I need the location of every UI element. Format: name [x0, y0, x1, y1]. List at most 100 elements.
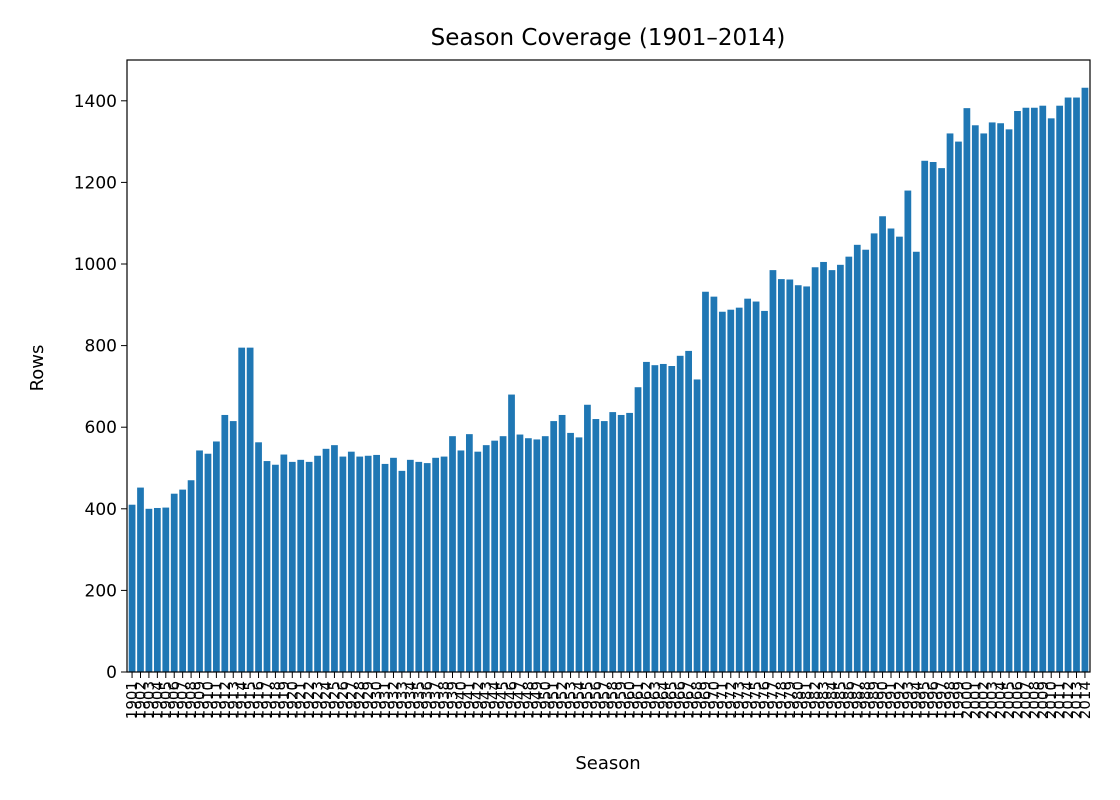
bar-1952 [558, 414, 566, 672]
x-tick-label: 1999 [949, 681, 967, 719]
bar-1907 [179, 489, 187, 672]
x-tick-label: 1946 [503, 681, 521, 719]
bar-2013 [1073, 97, 1080, 673]
x-tick-label: 1911 [207, 681, 225, 719]
x-axis-label: Season [575, 753, 640, 774]
x-tick-label: 1919 [275, 681, 293, 719]
x-tick-label: 1963 [646, 681, 664, 719]
x-tick-label: 1971 [713, 681, 731, 719]
bar-1915 [246, 347, 254, 672]
bar-1997 [938, 168, 945, 672]
x-tick-label: 1958 [604, 681, 622, 719]
x-tick-label: 1992 [890, 681, 908, 719]
bar-1989 [870, 233, 878, 672]
bar-1904 [153, 507, 161, 672]
bar-1962 [643, 361, 650, 672]
bar-1937 [432, 457, 440, 672]
bar-1992 [896, 236, 903, 672]
bar-1938 [440, 456, 448, 672]
x-tick-label: 1975 [747, 681, 765, 719]
x-tick-label: 2006 [1008, 681, 1026, 719]
y-tick-label: 1200 [74, 173, 117, 193]
bar-1919 [280, 454, 288, 672]
bar-1957 [600, 421, 608, 672]
bar-1978 [777, 279, 785, 672]
bar-1906 [170, 493, 178, 672]
bar-1933 [398, 470, 406, 672]
bar-1943 [482, 445, 490, 672]
x-tick-label: 1941 [460, 681, 478, 719]
bar-1920 [288, 461, 296, 672]
bar-1932 [390, 457, 397, 672]
bar-1984 [828, 270, 836, 672]
x-tick-label: 2012 [1059, 681, 1077, 719]
x-tick-label: 1954 [570, 681, 588, 719]
plot-frame [126, 59, 1091, 673]
x-tick-label: 2008 [1025, 681, 1043, 719]
bar-1983 [820, 261, 827, 672]
bar-1942 [474, 451, 482, 672]
x-tick-label: 1902 [131, 681, 149, 719]
x-tick-label: 1957 [595, 681, 613, 719]
x-tick-label: 2003 [983, 681, 1001, 719]
bar-1935 [415, 461, 423, 672]
x-tick-label: 1928 [351, 681, 369, 719]
bar-1970 [710, 296, 718, 672]
x-tick-label: 1990 [874, 681, 892, 719]
bar-2008 [1030, 107, 1038, 673]
bar-1947 [516, 434, 524, 672]
x-tick-label: 1936 [418, 681, 436, 719]
bar-1987 [853, 244, 861, 672]
bar-1917 [263, 461, 271, 672]
x-tick-label: 1972 [722, 681, 740, 719]
bar-2004 [997, 123, 1004, 673]
bar-1986 [845, 256, 853, 672]
bars-group [128, 87, 1089, 673]
x-tick-label: 1917 [258, 681, 276, 719]
bar-1940 [457, 450, 465, 672]
bar-1923 [314, 455, 321, 672]
bar-1927 [347, 451, 355, 672]
bar-1922 [305, 461, 313, 672]
bar-1961 [634, 387, 642, 672]
x-tick-label: 1926 [334, 681, 352, 719]
bar-1926 [339, 456, 347, 672]
bar-2001 [971, 125, 979, 672]
bar-1901 [128, 504, 136, 672]
x-tick-label: 1986 [840, 681, 858, 719]
bar-1999 [955, 141, 962, 673]
bar-1993 [904, 190, 912, 672]
bar-1930 [373, 454, 380, 672]
x-tick-label: 1955 [578, 681, 596, 719]
bar-1911 [213, 441, 220, 672]
x-tick-label: 2014 [1076, 681, 1094, 719]
bar-1912 [221, 414, 229, 672]
bar-1909 [196, 450, 203, 672]
bar-1902 [137, 487, 144, 672]
x-tick-label: 1989 [865, 681, 883, 719]
x-tick-label: 1949 [528, 681, 546, 719]
bar-1973 [735, 307, 743, 672]
bar-1960 [626, 412, 633, 672]
bar-1996 [929, 162, 937, 672]
bar-1990 [879, 216, 886, 672]
bar-1914 [238, 347, 246, 672]
x-tick-label: 1983 [815, 681, 833, 719]
bar-1916 [255, 442, 262, 672]
x-tick-label: 1973 [730, 681, 748, 719]
x-tick-label: 1974 [739, 681, 757, 719]
x-tick-label: 1925 [325, 681, 343, 719]
x-tick-label: 1909 [191, 681, 209, 719]
x-tick-label: 2009 [1034, 681, 1052, 719]
x-tick-label: 1944 [486, 681, 504, 719]
x-tick-label: 2010 [1042, 681, 1060, 719]
x-tick-label: 1980 [789, 681, 807, 719]
x-tick-label: 1935 [410, 681, 428, 719]
bar-1966 [676, 355, 684, 672]
x-tick-label: 1922 [300, 681, 318, 719]
bar-1934 [406, 459, 414, 672]
x-tick-label: 1993 [899, 681, 917, 719]
bar-1975 [752, 301, 760, 672]
bar-1929 [364, 455, 372, 672]
